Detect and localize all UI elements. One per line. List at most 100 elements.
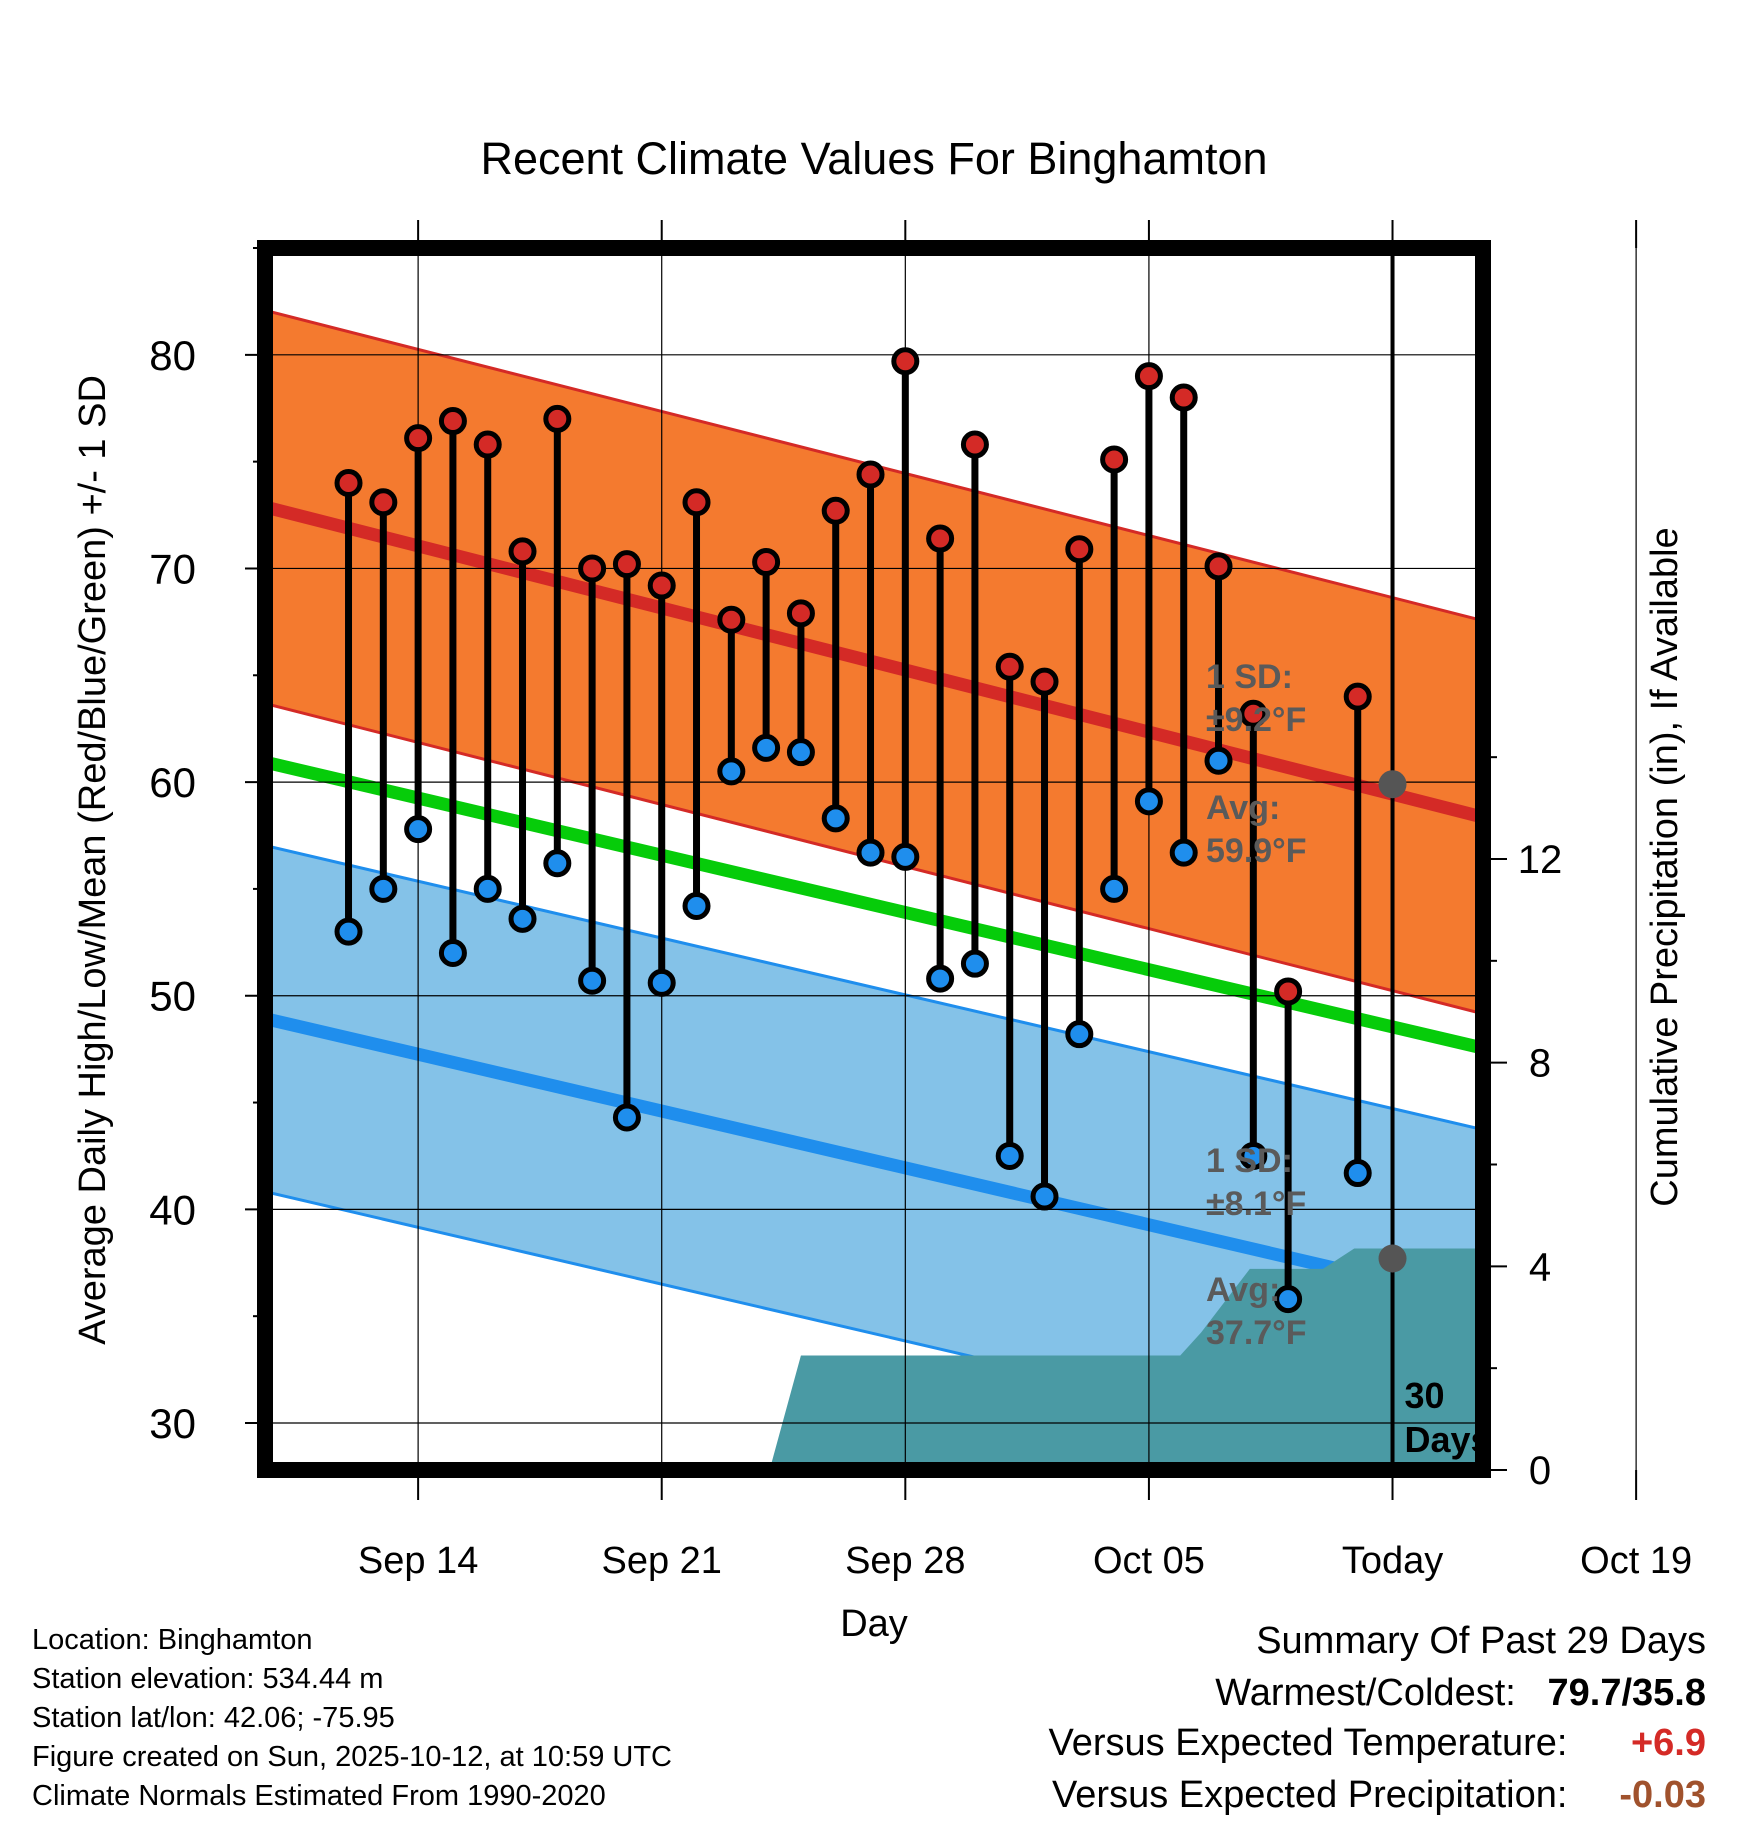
daily-high-point xyxy=(543,404,572,433)
summary-heading: Summary Of Past 29 Days xyxy=(1256,1620,1706,1662)
today-low-avg-dot xyxy=(1378,1244,1407,1273)
daily-high-point xyxy=(1065,535,1094,564)
daily-low-point xyxy=(1239,1141,1268,1170)
daily-low-point xyxy=(752,733,781,762)
daily-high-point xyxy=(1100,445,1129,474)
precip-value: -0.03 xyxy=(1619,1774,1706,1816)
daily-high-point xyxy=(1134,362,1163,391)
low-band-upper-edge xyxy=(265,844,1483,1132)
daily-high-point xyxy=(612,550,641,579)
daily-low-point xyxy=(1169,838,1198,867)
daily-high-point xyxy=(1239,699,1268,728)
summary-temp: Versus Expected Temperature: +6.9 xyxy=(1049,1722,1706,1765)
daily-low-point xyxy=(334,917,363,946)
daily-low-point xyxy=(995,1141,1024,1170)
footer-latlon: Station lat/lon: 42.06; -75.95 xyxy=(32,1702,395,1734)
daily-high-point xyxy=(960,430,989,459)
daily-low-point xyxy=(1030,1182,1059,1211)
y2-tick-label: 12 xyxy=(1518,838,1563,882)
daily-low-point xyxy=(856,838,885,867)
y-tick-label: 60 xyxy=(149,759,196,806)
daily-high-point xyxy=(1343,682,1372,711)
y-tick-label: 50 xyxy=(149,973,196,1020)
today-high-avg-dot xyxy=(1378,770,1407,799)
precip-label: Versus Expected Precipitation: xyxy=(1052,1774,1568,1816)
low-sd-label: 1 SD: xyxy=(1206,1142,1293,1180)
x-tick-label: Sep 14 xyxy=(358,1540,478,1582)
today-days-label-line: 30 xyxy=(1405,1375,1445,1416)
daily-low-point xyxy=(960,949,989,978)
y2-tick-label: 8 xyxy=(1529,1042,1551,1086)
daily-high-point xyxy=(1030,667,1059,696)
daily-low-point xyxy=(1134,787,1163,816)
low-avg-value: 37.7°F xyxy=(1206,1314,1307,1352)
y2-axis-label: Cumulative Precipitation (in), If Availa… xyxy=(1644,527,1686,1206)
y-tick-label: 30 xyxy=(149,1400,196,1447)
daily-high-point xyxy=(821,496,850,525)
daily-high-point xyxy=(578,554,607,583)
daily-low-point xyxy=(926,964,955,993)
daily-low-point xyxy=(717,757,746,786)
y2-tick-label: 0 xyxy=(1529,1449,1551,1493)
daily-low-point xyxy=(1204,746,1233,775)
daily-low-point xyxy=(1100,874,1129,903)
x-tick-label: Sep 28 xyxy=(845,1540,965,1582)
daily-high-point xyxy=(1204,552,1233,581)
daily-low-point xyxy=(647,968,676,997)
footer-elevation: Station elevation: 534.44 m xyxy=(32,1663,384,1695)
daily-high-point xyxy=(717,605,746,634)
summary-warm-cold: Warmest/Coldest: 79.7/35.8 xyxy=(1215,1672,1706,1715)
y-axis-label: Average Daily High/Low/Mean (Red/Blue/Gr… xyxy=(72,375,114,1345)
daily-high-point xyxy=(404,424,433,453)
x-tick-label: Oct 19 xyxy=(1580,1540,1692,1582)
daily-low-point xyxy=(578,966,607,995)
low-sd-value: ±8.1°F xyxy=(1206,1185,1306,1223)
x-tick-label: Sep 21 xyxy=(601,1540,721,1582)
daily-high-point xyxy=(995,652,1024,681)
y-tick-label: 80 xyxy=(149,332,196,379)
x-axis-label: Day xyxy=(840,1603,908,1645)
y-tick-label: 40 xyxy=(149,1186,196,1233)
high-avg-value: 59.9°F xyxy=(1206,832,1307,870)
y2-tick-label: 4 xyxy=(1529,1245,1551,1289)
daily-low-point xyxy=(508,904,537,933)
daily-high-point xyxy=(891,347,920,376)
daily-high-point xyxy=(438,407,467,436)
x-tick-label: Today xyxy=(1342,1540,1443,1582)
daily-low-point xyxy=(1274,1285,1303,1314)
daily-low-point xyxy=(404,815,433,844)
warm-cold-label: Warmest/Coldest: xyxy=(1215,1672,1516,1714)
temp-value: +6.9 xyxy=(1630,1722,1706,1764)
daily-high-point xyxy=(856,460,885,489)
daily-high-point xyxy=(752,548,781,577)
x-tick-label: Oct 05 xyxy=(1093,1540,1205,1582)
daily-low-point xyxy=(438,939,467,967)
daily-low-point xyxy=(786,738,815,767)
precip-area xyxy=(769,1248,1483,1470)
low-avg-label: Avg: xyxy=(1206,1271,1280,1309)
footer-normals-note: Climate Normals Estimated From 1990-2020 xyxy=(32,1780,606,1812)
daily-low-point xyxy=(543,849,572,878)
normal-low-line xyxy=(265,1012,1483,1310)
daily-low-point xyxy=(612,1103,641,1132)
daily-high-point xyxy=(682,488,711,517)
y-tick-label: 70 xyxy=(149,545,196,592)
daily-low-point xyxy=(1065,1020,1094,1049)
high-sd-value: ±9.2°F xyxy=(1206,701,1306,739)
daily-low-point xyxy=(1343,1159,1372,1188)
temp-label: Versus Expected Temperature: xyxy=(1048,1722,1568,1764)
daily-high-point xyxy=(786,599,815,628)
daily-low-point xyxy=(891,842,920,871)
daily-high-point xyxy=(926,524,955,553)
high-avg-label: Avg: xyxy=(1206,789,1280,827)
daily-high-point xyxy=(647,571,676,600)
daily-high-point xyxy=(369,488,398,517)
footer-location: Location: Binghamton xyxy=(32,1624,313,1656)
daily-high-point xyxy=(334,469,363,497)
summary-precip: Versus Expected Precipitation: -0.03 xyxy=(1052,1774,1706,1817)
chart-title: Recent Climate Values For Binghamton xyxy=(480,133,1267,184)
warm-cold-value: 79.7/35.8 xyxy=(1547,1672,1706,1714)
footer-created: Figure created on Sun, 2025-10-12, at 10… xyxy=(32,1741,672,1773)
daily-low-point xyxy=(682,892,711,920)
